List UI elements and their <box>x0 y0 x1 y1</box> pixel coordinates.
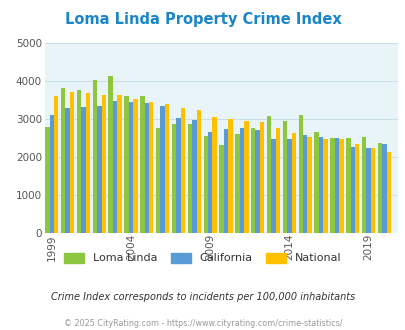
Bar <box>81 108 85 233</box>
Bar <box>255 130 259 233</box>
Bar <box>77 89 81 233</box>
Bar <box>223 129 228 233</box>
Bar <box>334 138 338 233</box>
Bar <box>113 101 117 233</box>
Bar <box>207 132 212 233</box>
Bar <box>49 115 54 233</box>
Bar <box>271 139 275 233</box>
Bar <box>286 139 291 233</box>
Bar <box>386 152 390 233</box>
Bar <box>124 96 128 233</box>
Bar <box>140 96 144 233</box>
Bar <box>361 137 365 233</box>
Bar <box>313 132 318 233</box>
Bar <box>354 144 358 233</box>
Bar <box>302 136 307 233</box>
Bar <box>128 102 133 233</box>
Bar <box>307 137 311 233</box>
Bar <box>160 106 164 233</box>
Bar <box>259 122 264 233</box>
Bar <box>108 76 113 233</box>
Bar <box>298 115 302 233</box>
Bar <box>149 102 153 233</box>
Bar <box>228 119 232 233</box>
Bar <box>338 139 343 233</box>
Bar <box>45 127 49 233</box>
Text: Loma Linda Property Crime Index: Loma Linda Property Crime Index <box>64 12 341 26</box>
Bar <box>117 95 121 233</box>
Bar <box>212 117 216 233</box>
Bar <box>156 128 160 233</box>
Bar <box>101 95 106 233</box>
Bar <box>176 118 180 233</box>
Bar <box>171 123 176 233</box>
Bar <box>85 93 90 233</box>
Bar <box>180 108 185 233</box>
Bar <box>92 80 97 233</box>
Bar <box>381 144 386 233</box>
Bar <box>370 148 374 233</box>
Bar <box>187 124 192 233</box>
Bar <box>243 121 248 233</box>
Bar <box>377 144 381 233</box>
Text: © 2025 CityRating.com - https://www.cityrating.com/crime-statistics/: © 2025 CityRating.com - https://www.city… <box>64 319 341 328</box>
Bar <box>70 92 74 233</box>
Bar <box>318 137 322 233</box>
Bar <box>97 106 101 233</box>
Bar <box>203 136 207 233</box>
Bar <box>65 108 70 233</box>
Bar <box>250 127 255 233</box>
Bar <box>345 138 350 233</box>
Bar <box>322 139 327 233</box>
Bar <box>234 134 239 233</box>
Bar <box>133 99 137 233</box>
Legend: Loma Linda, California, National: Loma Linda, California, National <box>64 253 341 263</box>
Bar <box>275 128 279 233</box>
Bar <box>61 88 65 233</box>
Bar <box>164 104 169 233</box>
Text: Crime Index corresponds to incidents per 100,000 inhabitants: Crime Index corresponds to incidents per… <box>51 292 354 302</box>
Bar <box>192 119 196 233</box>
Bar <box>350 147 354 233</box>
Bar <box>291 133 295 233</box>
Bar <box>266 116 271 233</box>
Bar <box>365 148 370 233</box>
Bar <box>219 145 223 233</box>
Bar <box>144 103 149 233</box>
Bar <box>282 121 286 233</box>
Bar <box>196 110 200 233</box>
Bar <box>329 138 334 233</box>
Bar <box>239 128 243 233</box>
Bar <box>54 96 58 233</box>
